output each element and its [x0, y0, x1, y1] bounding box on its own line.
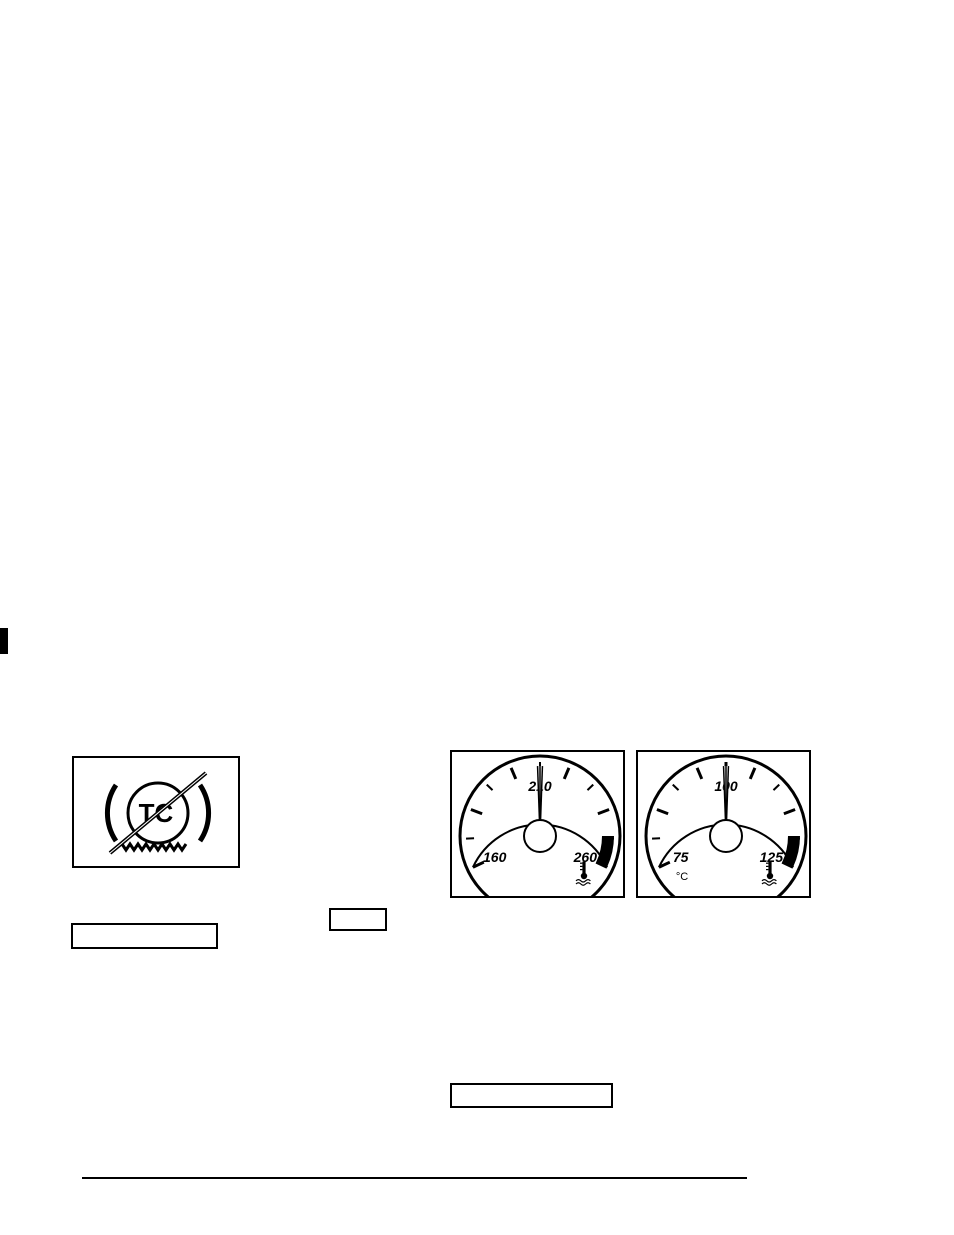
page-edge-tab [0, 628, 8, 654]
coolant-temp-gauge-celsius: 75100125°C [636, 750, 811, 898]
svg-text:160: 160 [483, 849, 507, 865]
reference-box-c [450, 1083, 613, 1108]
coolant-temp-gauge-fahrenheit: 160210260 [450, 750, 625, 898]
traction-control-off-icon: TC [74, 758, 242, 868]
traction-control-off-box: TC [72, 756, 240, 868]
gauge-left-svg: 160210260 [452, 752, 623, 896]
svg-text:75: 75 [673, 849, 689, 865]
reference-box-a [71, 923, 218, 949]
reference-box-b [329, 908, 387, 931]
bottom-rule [82, 1177, 747, 1179]
svg-text:°C: °C [676, 871, 688, 883]
gauge-right-svg: 75100125°C [638, 752, 809, 896]
